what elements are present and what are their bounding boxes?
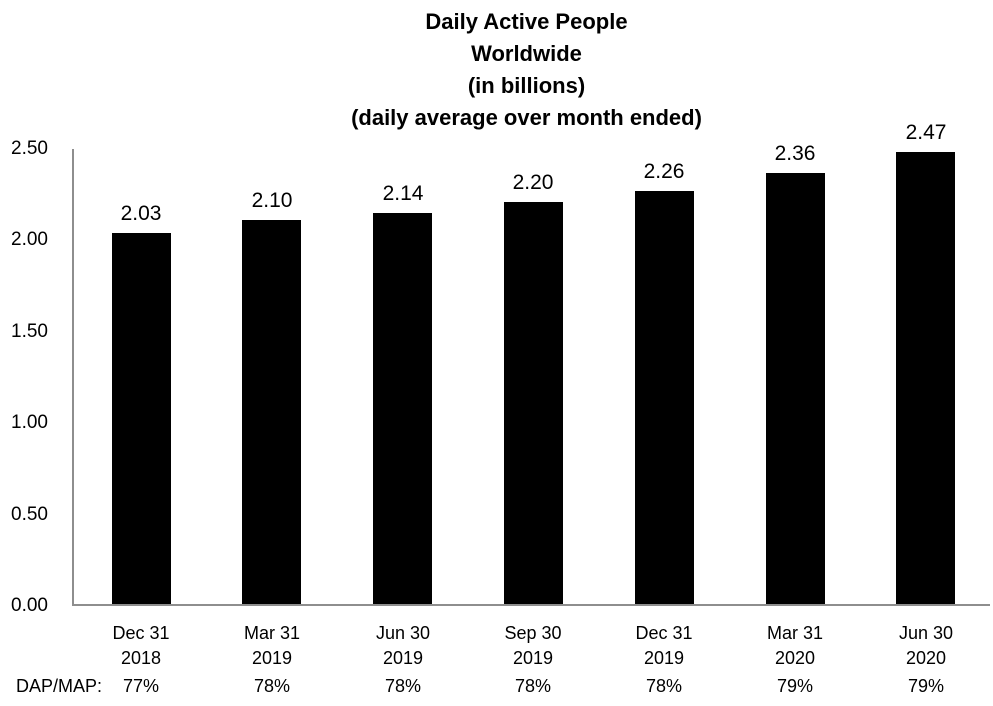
y-axis: 0.00 0.50 1.00 1.50 2.00 2.50 — [0, 0, 50, 706]
x-axis-category-line: Mar 31 — [766, 623, 824, 643]
y-axis-tick-label: 2.00 — [11, 229, 48, 251]
dap-map-value: 78% — [645, 676, 683, 696]
bar-value-label: 2.20 — [512, 171, 554, 194]
chart-title: Daily Active People Worldwide (in billions… — [60, 6, 993, 134]
dap-map-value: 79% — [776, 676, 814, 696]
x-axis-category-line: Jun 30 — [375, 623, 431, 643]
bar-value-label: 2.47 — [905, 121, 947, 144]
bar — [373, 213, 432, 604]
x-axis-category-line: Dec 31 — [112, 623, 170, 643]
y-axis-tick-label: 0.00 — [11, 595, 48, 616]
x-axis-category-label: Mar 31 2019 — [217, 621, 327, 671]
dap-map-value: 79% — [907, 676, 945, 696]
x-axis-category-line: 2020 — [774, 648, 816, 668]
dap-map-value: 78% — [514, 676, 552, 696]
x-axis-category-label: Mar 31 2020 — [740, 621, 850, 671]
x-axis-category-line: Dec 31 — [635, 623, 693, 643]
x-axis-category-line: Jun 30 — [898, 623, 954, 643]
dap-map-value: 77% — [122, 676, 160, 696]
y-axis-tick-label: 1.50 — [11, 320, 48, 342]
x-axis-category-line: 2019 — [512, 648, 554, 668]
bar-value-label: 2.36 — [774, 142, 816, 165]
dap-map-value: 78% — [384, 676, 422, 696]
chart-title-line: (daily average over month ended) — [351, 105, 702, 130]
x-axis-category-label: Sep 30 2019 — [478, 621, 588, 671]
bar-value-label: 2.14 — [382, 182, 424, 205]
x-axis-category-line: 2019 — [251, 648, 293, 668]
x-axis-category-line: 2019 — [382, 648, 424, 668]
x-axis: Dec 31 2018 Mar 31 2019 Jun 30 2019 Sep 30 2019… — [0, 621, 993, 673]
chart-title-line: (in billions) — [467, 73, 586, 98]
bar-value-label: 2.10 — [251, 189, 293, 212]
x-axis-category-label: Jun 30 2019 — [348, 621, 458, 671]
dap-map-value: 78% — [253, 676, 291, 696]
y-axis-tick-label: 2.50 — [11, 138, 48, 159]
x-axis-category-label: Dec 31 2019 — [609, 621, 719, 671]
bar — [504, 202, 563, 604]
x-axis-category-line: 2018 — [120, 648, 162, 668]
x-axis-category-line: Sep 30 — [504, 623, 562, 643]
x-axis-category-line: Mar 31 — [243, 623, 301, 643]
chart-title-line: Daily Active People — [425, 9, 628, 34]
bar — [635, 191, 694, 604]
plot-area: 2.03 2.10 2.14 2.20 2.26 2.36 2.47 — [72, 121, 990, 606]
dap-map-row-label: DAP/MAP: — [16, 676, 103, 696]
bar-value-label: 2.03 — [120, 202, 162, 225]
x-axis-category-line: 2020 — [905, 648, 947, 668]
bar — [896, 152, 955, 604]
bar — [112, 233, 171, 604]
chart-title-line: Worldwide — [471, 41, 582, 66]
bar — [766, 173, 825, 604]
x-axis-category-line: 2019 — [643, 648, 685, 668]
bar — [242, 220, 301, 604]
dap-map-row: DAP/MAP: 77% 78% 78% 78% 78% 79% 79% — [0, 673, 993, 701]
y-axis-tick-label: 0.50 — [11, 503, 48, 525]
x-axis-category-label: Jun 30 2020 — [871, 621, 981, 671]
bar-value-label: 2.26 — [643, 160, 685, 183]
x-axis-category-label: Dec 31 2018 — [86, 621, 196, 671]
y-axis-tick-label: 1.00 — [11, 412, 48, 434]
